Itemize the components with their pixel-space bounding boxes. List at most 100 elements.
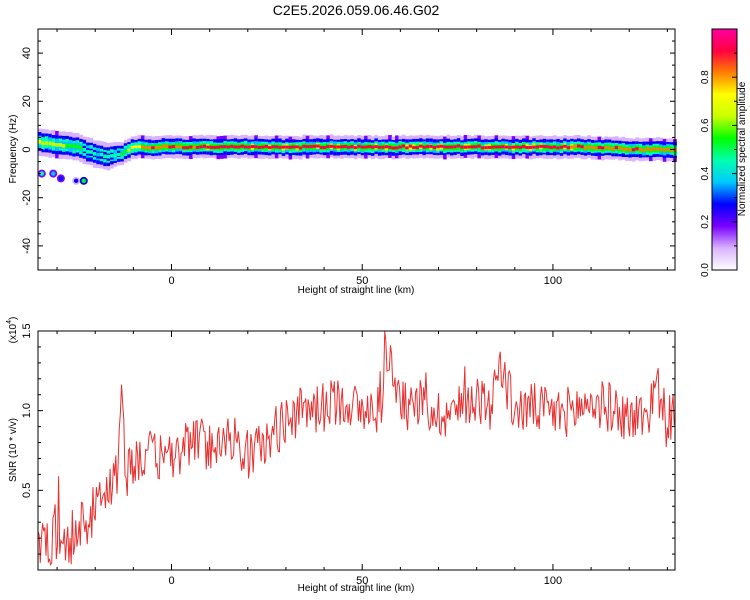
spectrogram-cell <box>367 145 372 149</box>
spectrogram-cell <box>364 145 368 149</box>
spectrogram-cell <box>580 145 585 149</box>
spectrogram-cell <box>346 145 351 149</box>
spectrogram-cell <box>147 146 152 150</box>
snr-y-multiplier-exp: 4 <box>6 320 13 324</box>
snr-y-multiplier: (x104) <box>6 317 19 344</box>
spectrogram-cell <box>68 144 73 148</box>
spectrogram-y-tick-label: -40 <box>21 238 33 254</box>
spectrogram-cell <box>601 146 605 150</box>
spectrogram-cell <box>659 147 664 151</box>
spectrogram-cell <box>292 145 296 149</box>
spectrogram-cell <box>65 143 70 148</box>
spectrogram-cell <box>298 146 303 150</box>
snr-x-tick-label: 0 <box>168 575 174 587</box>
spectrogram-cell <box>340 145 344 149</box>
spectrogram-cell <box>370 145 375 149</box>
spectrogram-feature <box>81 178 86 184</box>
spectrogram-cell <box>288 145 293 149</box>
spectrogram-cell <box>302 144 307 148</box>
spectrogram-cell <box>219 145 224 149</box>
spectrogram-cell <box>322 145 327 149</box>
snr-series-line <box>37 330 675 566</box>
spectrogram-cell <box>491 145 495 149</box>
spectrogram-cell <box>528 145 533 149</box>
spectrogram-cell <box>635 147 640 151</box>
spectrogram-cell <box>62 144 66 148</box>
spectrogram-cell <box>281 145 286 149</box>
spectrogram-cell <box>539 144 543 148</box>
spectrogram-cell <box>618 146 622 150</box>
spectrogram-cell <box>377 145 382 149</box>
spectrogram-cell <box>456 144 461 148</box>
spectrogram-cell <box>419 144 423 148</box>
spectrogram-cell <box>552 145 557 149</box>
colorbar: 0.0 0.2 0.4 0.6 0.8 Normalized spectral ampl… <box>700 28 748 277</box>
spectrogram-x-ticks: 0 50 100 <box>56 29 668 287</box>
spectrogram-cell <box>460 145 464 149</box>
spectrogram-cell <box>134 145 138 149</box>
spectrogram-cell <box>353 146 358 150</box>
spectrogram-cell <box>130 145 135 149</box>
spectrogram-cell <box>271 145 276 149</box>
spectrogram-cell <box>405 146 410 150</box>
spectrogram-y-tick-label: 20 <box>21 95 33 107</box>
spectrogram-cell <box>463 145 468 149</box>
spectrogram-cell <box>168 145 173 149</box>
spectrogram-cell <box>432 146 437 150</box>
spectrogram-cell <box>343 144 348 148</box>
spectrogram-cell <box>611 147 616 151</box>
spectrogram-cell <box>449 145 454 149</box>
spectrogram-cell <box>264 144 269 148</box>
spectrogram-cell <box>443 145 447 149</box>
spectrogram-cell <box>645 147 650 151</box>
spectrogram-cell <box>86 150 90 154</box>
spectrogram-cell <box>477 144 482 148</box>
spectrogram-cell <box>532 145 537 149</box>
spectrogram-y-ticks: -40 -20 0 20 40 <box>21 28 675 271</box>
spectrogram-cell <box>604 145 609 149</box>
spectrogram-cell <box>525 146 530 150</box>
spectrogram-cell <box>498 145 502 149</box>
spectrogram-cell <box>607 146 612 150</box>
spectrogram-cell <box>106 154 111 159</box>
snr-line-group <box>37 330 675 566</box>
spectrogram-cell <box>470 145 475 149</box>
spectrogram-cell <box>542 145 547 149</box>
spectrogram-cell <box>103 154 107 159</box>
spectrogram-cell <box>546 145 550 149</box>
spectrogram-cell <box>436 145 440 149</box>
spectrogram-cell <box>570 145 574 149</box>
spectrogram-cell <box>649 148 653 152</box>
spectrogram-cell <box>662 148 667 152</box>
spectrogram-cell <box>240 144 245 148</box>
spectrogram-cell <box>556 146 561 150</box>
spectrogram-cell <box>185 146 190 150</box>
spectrogram-feature <box>39 171 45 176</box>
spectrogram-feature <box>58 176 64 181</box>
spectrogram-y-axis-label: Frequency (Hz) <box>8 115 19 184</box>
spectrogram-cell <box>576 144 581 148</box>
spectrogram-cell <box>628 148 633 152</box>
spectrogram-cell <box>549 145 554 149</box>
spectrogram-cell <box>312 144 317 148</box>
spectrogram-cell <box>144 145 149 149</box>
spectrogram-cell <box>182 146 186 150</box>
spectrogram-cell <box>261 145 265 149</box>
spectrogram-cell <box>247 145 252 149</box>
spectrogram-cell <box>213 145 217 149</box>
spectrogram-cell <box>55 143 59 147</box>
spectrogram-cell <box>199 145 204 149</box>
spectrogram-feature <box>73 178 79 184</box>
spectrogram-cell <box>175 145 180 149</box>
spectrogram-cell <box>494 145 499 149</box>
spectrogram-cell <box>51 142 56 147</box>
spectrogram-cell <box>216 145 221 149</box>
spectrogram-cell <box>189 145 193 149</box>
spectrogram-cell <box>326 145 331 149</box>
spectrogram-cell <box>439 144 444 148</box>
spectrogram-cell <box>401 144 406 148</box>
spectrogram-cell <box>535 145 540 149</box>
spectrogram-x-tick-label: 50 <box>356 275 368 287</box>
spectrogram-cell <box>75 144 80 149</box>
spectrogram-cell <box>58 143 63 147</box>
